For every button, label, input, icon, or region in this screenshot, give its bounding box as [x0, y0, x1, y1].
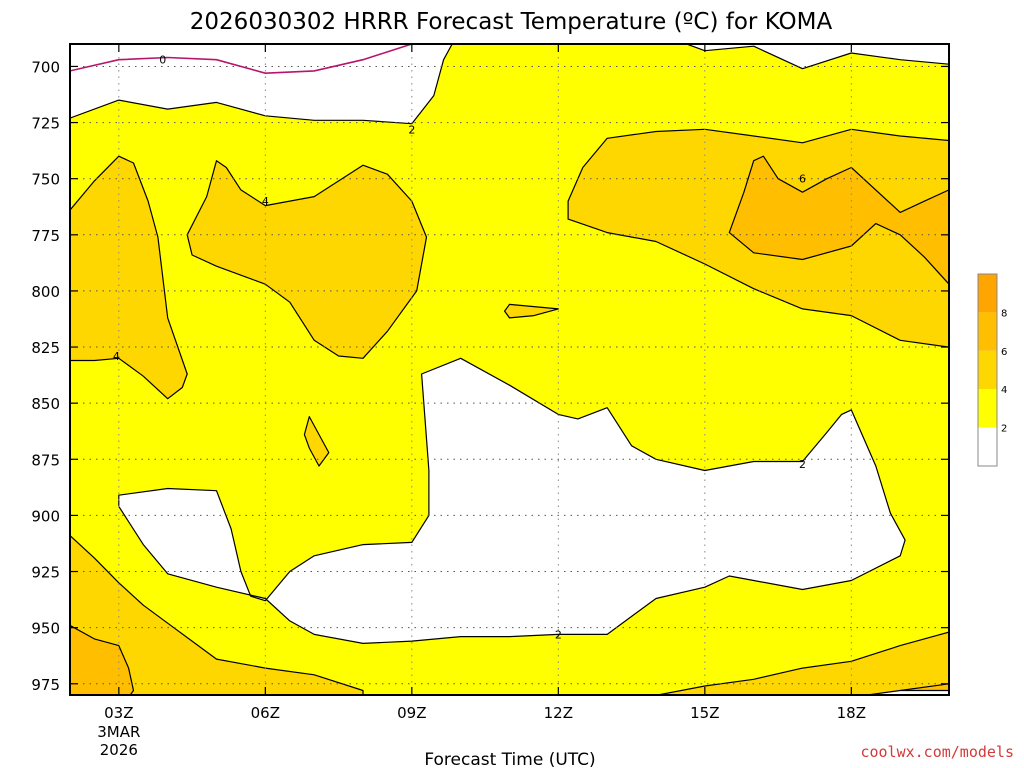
legend-label-2: 2 [1001, 424, 1007, 435]
legend-swatch-8-10 [978, 274, 997, 313]
fill-region-0-2-12 [862, 689, 949, 695]
y-tick-label-750: 750 [31, 171, 60, 189]
fill-region-4-6-5 [504, 303, 559, 319]
x-tick-label-12Z: 12Z [544, 704, 573, 722]
legend-frame [977, 273, 998, 467]
fill-region-0-2-11 [118, 357, 906, 645]
y-tick-label-775: 775 [31, 227, 60, 245]
y-tick-label-700: 700 [31, 58, 60, 76]
y-tick-label-875: 875 [31, 451, 60, 469]
chart-title: 2026030302 HRRR Forecast Temperature (ºC… [190, 9, 833, 35]
y-tick-label-900: 900 [31, 507, 60, 525]
temperature-fills [70, 44, 949, 695]
contour-labels: 0 2 2 2 4 4 6 [113, 54, 806, 642]
legend-swatch-4-6 [978, 350, 997, 390]
contour-label-2-1: 2 [408, 123, 415, 136]
y-tick-label-925: 925 [31, 564, 60, 582]
credit-text: coolwx.com/models [860, 743, 1014, 761]
x-tick-label-06Z: 06Z [251, 704, 280, 722]
legend-label-8: 8 [1001, 308, 1007, 319]
contour-label-2-2: 2 [555, 628, 562, 641]
y-tick-label-850: 850 [31, 395, 60, 413]
plot-area: 0 2 2 2 4 4 6 [70, 44, 949, 695]
legend-label-4: 4 [1001, 385, 1007, 396]
y-tick-label-975: 975 [31, 676, 60, 694]
legend-swatch-6-8 [978, 312, 997, 351]
x-tick-label-09Z: 09Z [397, 704, 426, 722]
contour-label-4-4: 4 [262, 195, 269, 208]
plot-frame [69, 43, 950, 696]
y-tick-label-825: 825 [31, 339, 60, 357]
x-tick-label-15Z: 15Z [690, 704, 719, 722]
fill-region-4-6-3 [186, 160, 428, 359]
color-legend: 2 4 6 8 [977, 273, 1007, 467]
x-tick-label-18Z: 18Z [837, 704, 866, 722]
contour-label-0-0: 0 [159, 54, 166, 67]
fill-region-4-6-2 [70, 155, 188, 400]
contour-label-2-3: 2 [799, 458, 806, 471]
x-tick-date-label: 3MAR [97, 723, 140, 741]
y-tick-label-725: 725 [31, 115, 60, 133]
legend-label-6: 6 [1001, 347, 1007, 358]
x-axis-label: Forecast Time (UTC) [424, 750, 595, 768]
x-tick-year-label: 2026 [100, 741, 138, 759]
legend-swatch-2-4 [978, 389, 997, 428]
y-tick-label-950: 950 [31, 620, 60, 638]
contour-label-6-6: 6 [799, 173, 806, 186]
contour-lines [70, 44, 413, 75]
y-axis: 700 725 750 775 800 825 850 875 900 925 950 975 [31, 58, 949, 694]
contour-label-4-5: 4 [113, 350, 120, 363]
contour-line-0-0 [70, 44, 413, 75]
grid-lines [70, 44, 949, 695]
legend-swatch-0-2 [978, 427, 997, 466]
fill-region-6-8-9 [70, 624, 135, 695]
fill-region-4-6-4 [303, 416, 330, 467]
x-tick-label-03Z: 03Z [104, 704, 133, 722]
y-tick-label-800: 800 [31, 283, 60, 301]
fill-region-4-6-6 [70, 534, 364, 695]
